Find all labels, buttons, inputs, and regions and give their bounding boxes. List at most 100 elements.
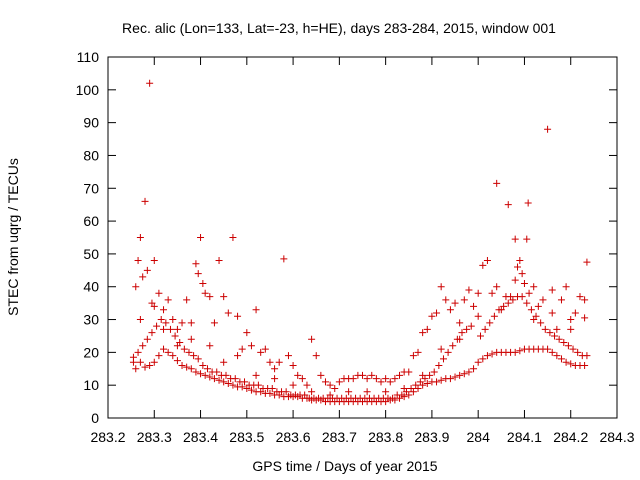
data-point xyxy=(548,348,556,356)
data-point xyxy=(266,389,274,397)
data-point xyxy=(234,312,242,320)
data-point xyxy=(197,370,205,378)
y-tick-label: 70 xyxy=(83,180,99,196)
axis-ticks: 283.2 283.3 283.4 283.5 283.6 283.7 283.8 283.9… xyxy=(76,49,635,445)
data-point xyxy=(229,234,237,241)
data-point xyxy=(551,332,559,340)
data-point xyxy=(398,391,406,399)
data-point xyxy=(210,375,218,383)
data-point xyxy=(541,325,549,333)
data-point xyxy=(150,302,158,310)
data-point xyxy=(326,391,334,399)
data-point xyxy=(465,286,473,294)
data-point xyxy=(180,345,188,353)
data-point xyxy=(136,316,144,324)
data-point xyxy=(449,342,457,350)
y-tick-label: 100 xyxy=(76,82,100,98)
data-point xyxy=(483,256,491,264)
data-point xyxy=(215,256,223,264)
data-point xyxy=(414,348,422,356)
data-point xyxy=(527,306,535,314)
data-point xyxy=(153,322,161,330)
data-point xyxy=(326,381,334,389)
data-point xyxy=(544,345,552,353)
x-tick-label: 284 xyxy=(467,429,491,445)
chart-title: Rec. alic (Lon=133, Lat=-23, h=HE), days… xyxy=(122,20,556,36)
data-point xyxy=(155,352,163,360)
data-point xyxy=(433,378,441,386)
data-point xyxy=(530,316,538,324)
data-point xyxy=(220,358,228,366)
data-point xyxy=(206,342,214,350)
data-point xyxy=(185,348,193,356)
data-point xyxy=(377,378,385,386)
data-point xyxy=(382,388,390,396)
data-point xyxy=(567,360,575,368)
y-tick-label: 10 xyxy=(83,377,99,393)
data-point xyxy=(516,347,524,355)
data-point xyxy=(280,255,288,263)
y-tick-label: 90 xyxy=(83,115,99,131)
data-point xyxy=(194,355,202,363)
data-point xyxy=(206,293,214,301)
data-point xyxy=(433,309,441,317)
data-point xyxy=(567,316,575,324)
data-point xyxy=(220,378,228,386)
data-point xyxy=(423,325,431,333)
data-point xyxy=(389,394,397,402)
data-point xyxy=(437,376,445,384)
data-point xyxy=(157,316,165,324)
data-point xyxy=(308,388,316,396)
x-tick-label: 283.3 xyxy=(137,429,172,445)
data-points xyxy=(129,79,591,406)
data-point xyxy=(400,384,408,392)
data-point xyxy=(437,345,445,353)
data-point xyxy=(481,325,489,333)
data-point xyxy=(428,312,436,320)
data-point xyxy=(213,368,221,376)
data-point xyxy=(301,391,309,399)
data-point xyxy=(456,335,464,343)
data-point xyxy=(173,325,181,333)
data-point xyxy=(490,312,498,320)
data-point xyxy=(504,201,512,209)
data-point xyxy=(474,358,482,366)
data-point xyxy=(187,319,195,327)
data-point xyxy=(317,371,325,379)
plot-frame xyxy=(107,56,618,419)
data-point xyxy=(197,234,205,241)
data-point xyxy=(419,329,427,337)
data-point xyxy=(321,378,329,386)
data-point xyxy=(349,375,357,383)
data-point xyxy=(562,358,570,366)
data-point xyxy=(169,316,177,324)
data-point xyxy=(134,256,142,264)
data-point xyxy=(178,319,186,327)
data-point xyxy=(518,270,526,278)
y-tick-label: 60 xyxy=(83,213,99,229)
data-point xyxy=(335,378,343,386)
data-point xyxy=(467,322,475,330)
data-point xyxy=(574,348,582,356)
data-point xyxy=(178,361,186,369)
data-point xyxy=(241,378,249,386)
data-point xyxy=(136,234,144,241)
x-tick-label: 283.2 xyxy=(90,429,125,445)
data-point xyxy=(514,263,522,271)
data-point xyxy=(416,378,424,386)
y-tick-label: 30 xyxy=(83,312,99,328)
data-point xyxy=(474,289,482,297)
data-point xyxy=(460,370,468,378)
data-point xyxy=(470,302,478,310)
data-point xyxy=(562,283,570,291)
data-point xyxy=(183,296,191,304)
data-point xyxy=(190,352,198,360)
data-point xyxy=(435,361,443,369)
data-point xyxy=(524,199,532,207)
data-point xyxy=(210,319,218,327)
data-point xyxy=(132,283,140,291)
data-point xyxy=(141,197,149,205)
data-point xyxy=(409,352,417,360)
data-point xyxy=(271,375,279,383)
data-point xyxy=(412,381,420,389)
